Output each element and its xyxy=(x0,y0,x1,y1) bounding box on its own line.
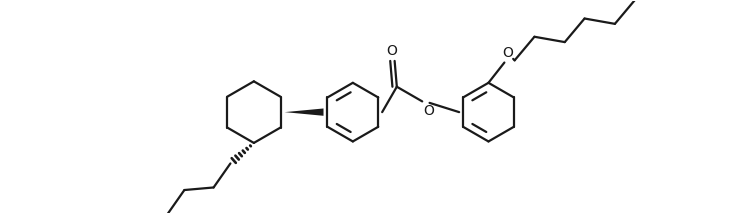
Polygon shape xyxy=(284,108,323,116)
Text: O: O xyxy=(387,44,397,58)
Text: O: O xyxy=(423,104,434,118)
Text: O: O xyxy=(502,46,513,60)
